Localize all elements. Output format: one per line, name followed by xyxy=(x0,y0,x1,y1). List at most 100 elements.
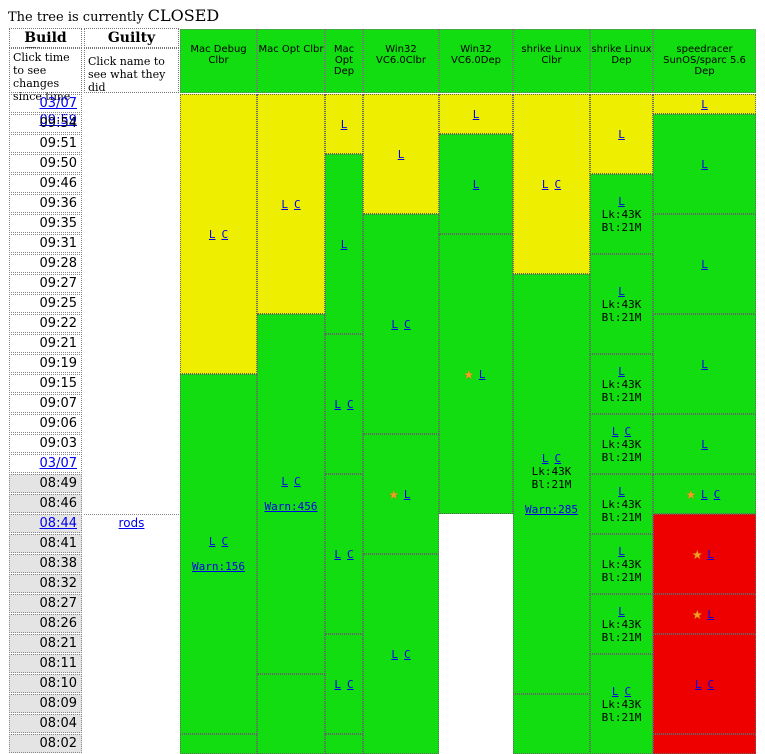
warnings-link[interactable]: Warn:456 xyxy=(264,500,318,513)
star-icon[interactable]: ★ xyxy=(388,483,399,504)
build-time-row[interactable]: 08:44 xyxy=(9,514,82,533)
star-icon[interactable]: ★ xyxy=(463,363,474,384)
star-icon[interactable]: ★ xyxy=(685,483,696,504)
log-links: L xyxy=(698,438,711,451)
log-link[interactable]: L xyxy=(618,544,625,558)
build-cell-red: ★ L xyxy=(653,514,756,594)
log-link[interactable]: L xyxy=(397,147,405,161)
checkins-link[interactable]: C xyxy=(624,684,632,698)
log-link[interactable]: L xyxy=(541,452,549,465)
build-stat: Lk:43K xyxy=(601,497,642,511)
build-stat: Lk:43K xyxy=(601,437,642,451)
build-time-row: 08:41 xyxy=(9,534,82,553)
log-link[interactable]: L xyxy=(208,227,216,241)
log-link[interactable]: L xyxy=(403,487,411,501)
checkins-link[interactable]: C xyxy=(294,475,301,488)
build-time-row[interactable]: 03/07 08:54 xyxy=(9,454,82,488)
log-link[interactable]: L xyxy=(478,367,486,381)
warnings-link[interactable]: Warn:156 xyxy=(192,560,245,573)
log-link[interactable]: L xyxy=(618,284,625,298)
log-link[interactable]: L xyxy=(618,194,625,208)
log-link[interactable]: L xyxy=(340,117,348,131)
warnings-row: Warn:285 xyxy=(525,503,578,516)
build-column-header: shrike Linux Clbr xyxy=(513,29,590,93)
log-link[interactable]: L xyxy=(334,397,341,411)
build-time-row: 08:21 xyxy=(9,634,82,653)
build-time-row: 08:11 xyxy=(9,654,82,673)
guilty-hint-text: Click name to see what they did xyxy=(88,55,166,94)
checkins-link[interactable]: C xyxy=(404,317,411,331)
star-icon[interactable]: ★ xyxy=(692,543,703,564)
build-stat: Bl:21M xyxy=(601,310,642,324)
checkins-link[interactable]: C xyxy=(554,452,562,465)
checkins-link[interactable]: C xyxy=(554,177,562,191)
build-time-row: 08:10 xyxy=(9,674,82,693)
build-stat: Lk:43K xyxy=(601,617,642,631)
build-time-link[interactable]: 03/07 09:59 xyxy=(39,96,77,128)
log-link[interactable]: L xyxy=(391,317,398,331)
checkins-link[interactable]: C xyxy=(347,547,354,561)
log-link[interactable]: L xyxy=(618,364,625,378)
log-link[interactable]: L xyxy=(340,237,348,251)
log-link[interactable]: L xyxy=(618,127,625,141)
log-link[interactable]: L xyxy=(472,177,480,191)
checkins-link[interactable]: C xyxy=(347,397,354,411)
log-link[interactable]: L xyxy=(391,647,398,661)
build-time-label: 08:49 xyxy=(39,476,77,491)
build-time-row[interactable]: 03/07 09:59 xyxy=(9,94,82,128)
build-cell-links: L xyxy=(615,605,628,618)
build-column-header: speedracer SunOS/sparc 5.6 Dep xyxy=(653,29,756,93)
checkins-link[interactable]: C xyxy=(404,647,411,661)
build-time-label: 09:03 xyxy=(39,436,77,451)
log-link[interactable]: L xyxy=(701,357,708,371)
build-cell-green: L C Lk:43K Bl:21M Warn:285 xyxy=(513,274,590,694)
checkins-link[interactable]: C xyxy=(221,227,229,241)
checkins-link[interactable]: C xyxy=(707,677,715,691)
build-time-label: 09:21 xyxy=(39,336,77,351)
star-icon[interactable]: ★ xyxy=(692,603,703,624)
build-time-label: 08:02 xyxy=(39,736,77,751)
log-link[interactable]: L xyxy=(701,257,708,271)
log-link[interactable]: L xyxy=(541,177,549,191)
log-link[interactable]: L xyxy=(701,487,708,501)
log-link[interactable]: L xyxy=(701,437,708,451)
build-time-label: 08:46 xyxy=(39,496,77,511)
build-stat: Lk:43K xyxy=(531,465,572,478)
log-link[interactable]: L xyxy=(707,607,714,621)
guilty-name-link[interactable]: rods xyxy=(118,516,145,530)
build-column-header: Mac Opt Clbr xyxy=(257,29,325,93)
log-link[interactable]: L xyxy=(281,475,288,488)
log-link[interactable]: L xyxy=(281,197,288,211)
log-link[interactable]: L xyxy=(618,484,625,498)
log-link[interactable]: L xyxy=(472,107,480,121)
checkins-link[interactable]: C xyxy=(713,487,721,501)
build-time-label: 09:46 xyxy=(39,176,77,191)
log-link[interactable]: L xyxy=(334,547,341,561)
checkins-link[interactable]: C xyxy=(221,535,229,548)
log-link[interactable]: L xyxy=(611,424,619,438)
log-link[interactable]: L xyxy=(694,677,702,691)
build-cell-green: L C Lk:43K Bl:21M xyxy=(590,654,653,754)
build-time-row: 09:36 xyxy=(9,194,82,213)
warnings-link[interactable]: Warn:285 xyxy=(525,503,578,516)
checkins-link[interactable]: C xyxy=(624,424,632,438)
log-link[interactable]: L xyxy=(701,97,708,111)
log-link[interactable]: L xyxy=(611,684,619,698)
log-links: L xyxy=(615,545,628,558)
log-link[interactable]: L xyxy=(618,604,625,618)
checkins-link[interactable]: C xyxy=(347,677,354,691)
log-links: L xyxy=(615,195,628,208)
log-link[interactable]: L xyxy=(208,535,216,548)
log-links: L xyxy=(470,108,483,121)
log-link[interactable]: L xyxy=(707,547,714,561)
checkins-link[interactable]: C xyxy=(294,197,301,211)
log-link[interactable]: L xyxy=(334,677,341,691)
build-time-link[interactable]: 08:44 xyxy=(39,516,77,531)
log-link[interactable]: L xyxy=(701,157,708,171)
log-links: L xyxy=(698,158,711,171)
warnings-row: Warn:156 xyxy=(192,560,245,573)
